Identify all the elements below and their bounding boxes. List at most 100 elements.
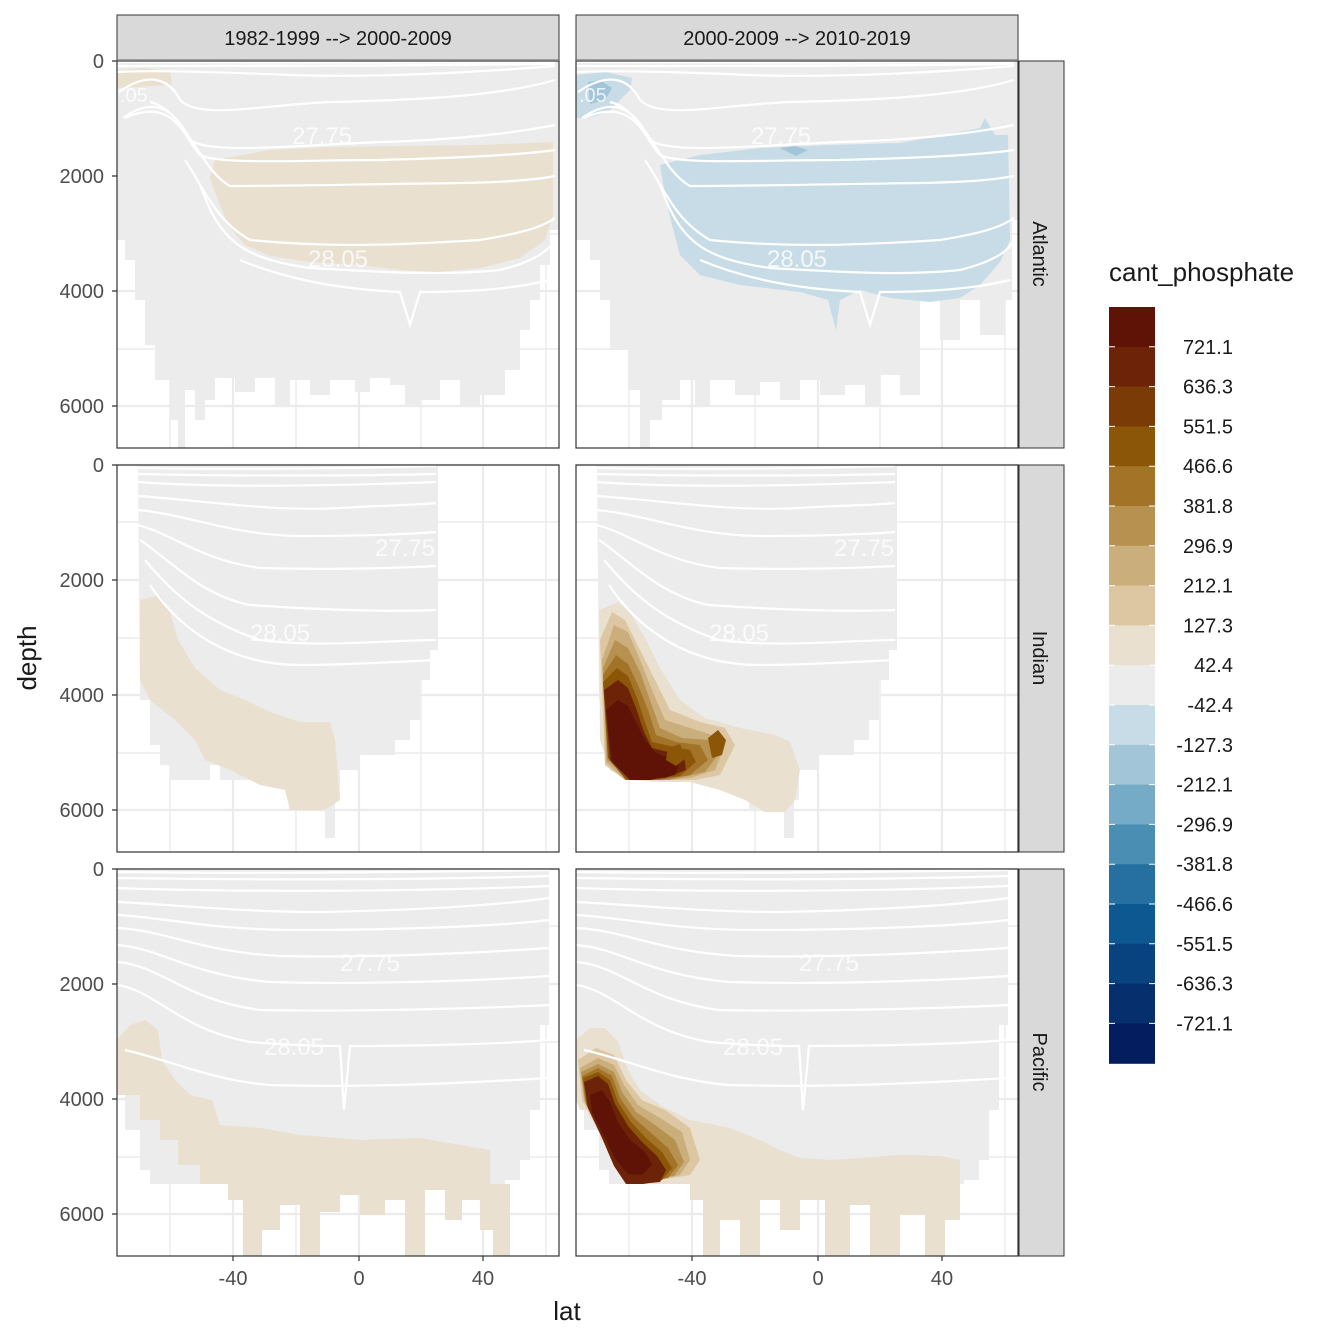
y-tick-label: 2000 xyxy=(60,570,105,592)
y-tick-label: 2000 xyxy=(60,166,105,188)
y-tick-label: 6000 xyxy=(60,1204,105,1226)
contour-labels: 27.75 28.05 xyxy=(250,535,435,647)
legend-swatch xyxy=(1109,466,1155,507)
contour-label-28-05: 28.05 xyxy=(264,1034,324,1061)
y-tick-label: 2000 xyxy=(60,974,105,996)
contour-label-27-75: 27.75 xyxy=(375,535,435,562)
contour-labels: .05 27.75 28.05 xyxy=(579,85,827,273)
x-tick-label: -40 xyxy=(219,1268,248,1290)
legend-label: -381.8 xyxy=(1176,854,1233,876)
facet-strip-row-atlantic: Atlantic xyxy=(1018,60,1065,449)
facet-strip-row-indian: Indian xyxy=(1018,464,1065,853)
legend: cant_phosphate 721.1 636.3 551.5 466.6 381.8… xyxy=(1109,257,1294,1064)
legend-label: -212.1 xyxy=(1176,775,1233,797)
legend-colorbar xyxy=(1109,307,1155,1064)
legend-swatch xyxy=(1109,426,1155,467)
legend-swatch xyxy=(1109,506,1155,547)
isopycnal-contours xyxy=(576,869,1009,1111)
contour-label-28-05: 28.05 xyxy=(723,1034,783,1061)
contour-label-27-75: 27.75 xyxy=(292,123,352,150)
panel-indian-1982-2009: 27.75 28.05 xyxy=(116,463,560,853)
isopycnal-contours xyxy=(596,465,896,667)
legend-swatch xyxy=(1109,386,1155,427)
x-tick-label: -40 xyxy=(678,1268,707,1290)
legend-label: 636.3 xyxy=(1183,377,1233,399)
isopycnal-contours xyxy=(576,61,1015,329)
contour-label-27-75: 27.75 xyxy=(751,123,811,150)
panel-pacific-2000-2019: 27.75 28.05 xyxy=(575,867,1019,1257)
legend-title: cant_phosphate xyxy=(1109,257,1294,287)
y-tick-label: 0 xyxy=(93,51,104,73)
legend-label: -636.3 xyxy=(1176,974,1233,996)
ocean-section-fill xyxy=(117,869,549,1184)
legend-swatch xyxy=(1109,904,1155,945)
legend-label: -296.9 xyxy=(1176,814,1233,836)
facet-strip-column-2: 2000-2009 --> 2010-2019 xyxy=(575,14,1019,61)
facet-row-indian-label: Indian xyxy=(1028,631,1050,686)
legend-swatch xyxy=(1109,983,1155,1024)
x-axis-title: lat xyxy=(553,1296,581,1326)
contour-label-28-05: 28.05 xyxy=(709,620,769,647)
legend-label: 42.4 xyxy=(1194,655,1233,677)
y-tick-label: 0 xyxy=(93,859,104,881)
legend-swatch xyxy=(1109,585,1155,626)
cant-level-721 xyxy=(590,1090,652,1175)
isopycnal-contours xyxy=(117,869,550,1111)
legend-labels: 721.1 636.3 551.5 466.6 381.8 296.9 212.1 127.3… xyxy=(1176,337,1233,1036)
ocean-section-fill xyxy=(576,869,1008,1184)
legend-label: 466.6 xyxy=(1183,456,1233,478)
contour-label-27-75: 27.75 xyxy=(799,950,859,977)
contour-labels: .05 27.75 28.05 xyxy=(120,85,368,273)
legend-label: 212.1 xyxy=(1183,576,1233,598)
contour-label-28-05: 28.05 xyxy=(767,246,827,273)
cant-positive-band xyxy=(140,595,340,810)
facet-strip-row-pacific: Pacific xyxy=(1018,868,1065,1257)
legend-swatch xyxy=(1109,625,1155,666)
legend-label: 721.1 xyxy=(1183,337,1233,359)
contour-label-27-75: 27.75 xyxy=(834,535,894,562)
legend-swatch xyxy=(1109,705,1155,746)
x-tick-label: 40 xyxy=(931,1268,953,1290)
legend-label: 381.8 xyxy=(1183,496,1233,518)
panel-pacific-1982-2009: 27.75 28.05 xyxy=(116,867,560,1257)
facet-strip-column-1: 1982-1999 --> 2000-2009 xyxy=(116,14,560,61)
y-tick-label: 6000 xyxy=(60,800,105,822)
cant-secondary-max xyxy=(666,730,726,766)
legend-label: -42.4 xyxy=(1187,695,1233,717)
y-tick-label: 4000 xyxy=(60,685,105,707)
contour-label-28-05: 28.05 xyxy=(308,246,368,273)
contour-label-28-05: 28.05 xyxy=(250,620,310,647)
cant-negative-band xyxy=(576,72,1010,330)
cant-level-721 xyxy=(606,700,680,780)
legend-swatch xyxy=(1109,864,1155,905)
y-axis-title: depth xyxy=(12,625,42,690)
cant-positive-band xyxy=(576,1028,960,1256)
cant-positive-band xyxy=(117,1020,510,1256)
legend-label: -551.5 xyxy=(1176,934,1233,956)
y-tick-label: 6000 xyxy=(60,396,105,418)
facet-row-atlantic-label: Atlantic xyxy=(1028,221,1050,287)
legend-swatch xyxy=(1109,784,1155,825)
legend-label: -721.1 xyxy=(1176,1013,1233,1035)
y-tick-label: 0 xyxy=(93,455,104,477)
legend-swatch xyxy=(1109,824,1155,865)
isopycnal-contours xyxy=(117,61,556,329)
legend-swatch xyxy=(1109,346,1155,388)
svg-text:.05: .05 xyxy=(120,85,148,107)
cant-positive-band xyxy=(117,68,553,272)
x-tick-label: 0 xyxy=(812,1268,823,1290)
y-tick-label: 4000 xyxy=(60,281,105,303)
legend-swatch xyxy=(1109,307,1155,348)
contour-labels: 27.75 28.05 xyxy=(723,950,859,1061)
y-axis-row-indian xyxy=(112,464,117,811)
legend-label: 296.9 xyxy=(1183,536,1233,558)
panel-atlantic-2000-2019: .05 27.75 28.05 xyxy=(575,59,1019,449)
contour-labels: 27.75 28.05 xyxy=(264,950,400,1061)
y-tick-label: 4000 xyxy=(60,1089,105,1111)
legend-swatch xyxy=(1109,1023,1155,1064)
isopycnal-contours xyxy=(137,465,437,667)
x-tick-label: 40 xyxy=(472,1268,494,1290)
legend-swatch xyxy=(1109,665,1155,706)
y-axis: 0 2000 4000 6000 0 2000 4000 6000 0 2000… xyxy=(60,51,117,1226)
